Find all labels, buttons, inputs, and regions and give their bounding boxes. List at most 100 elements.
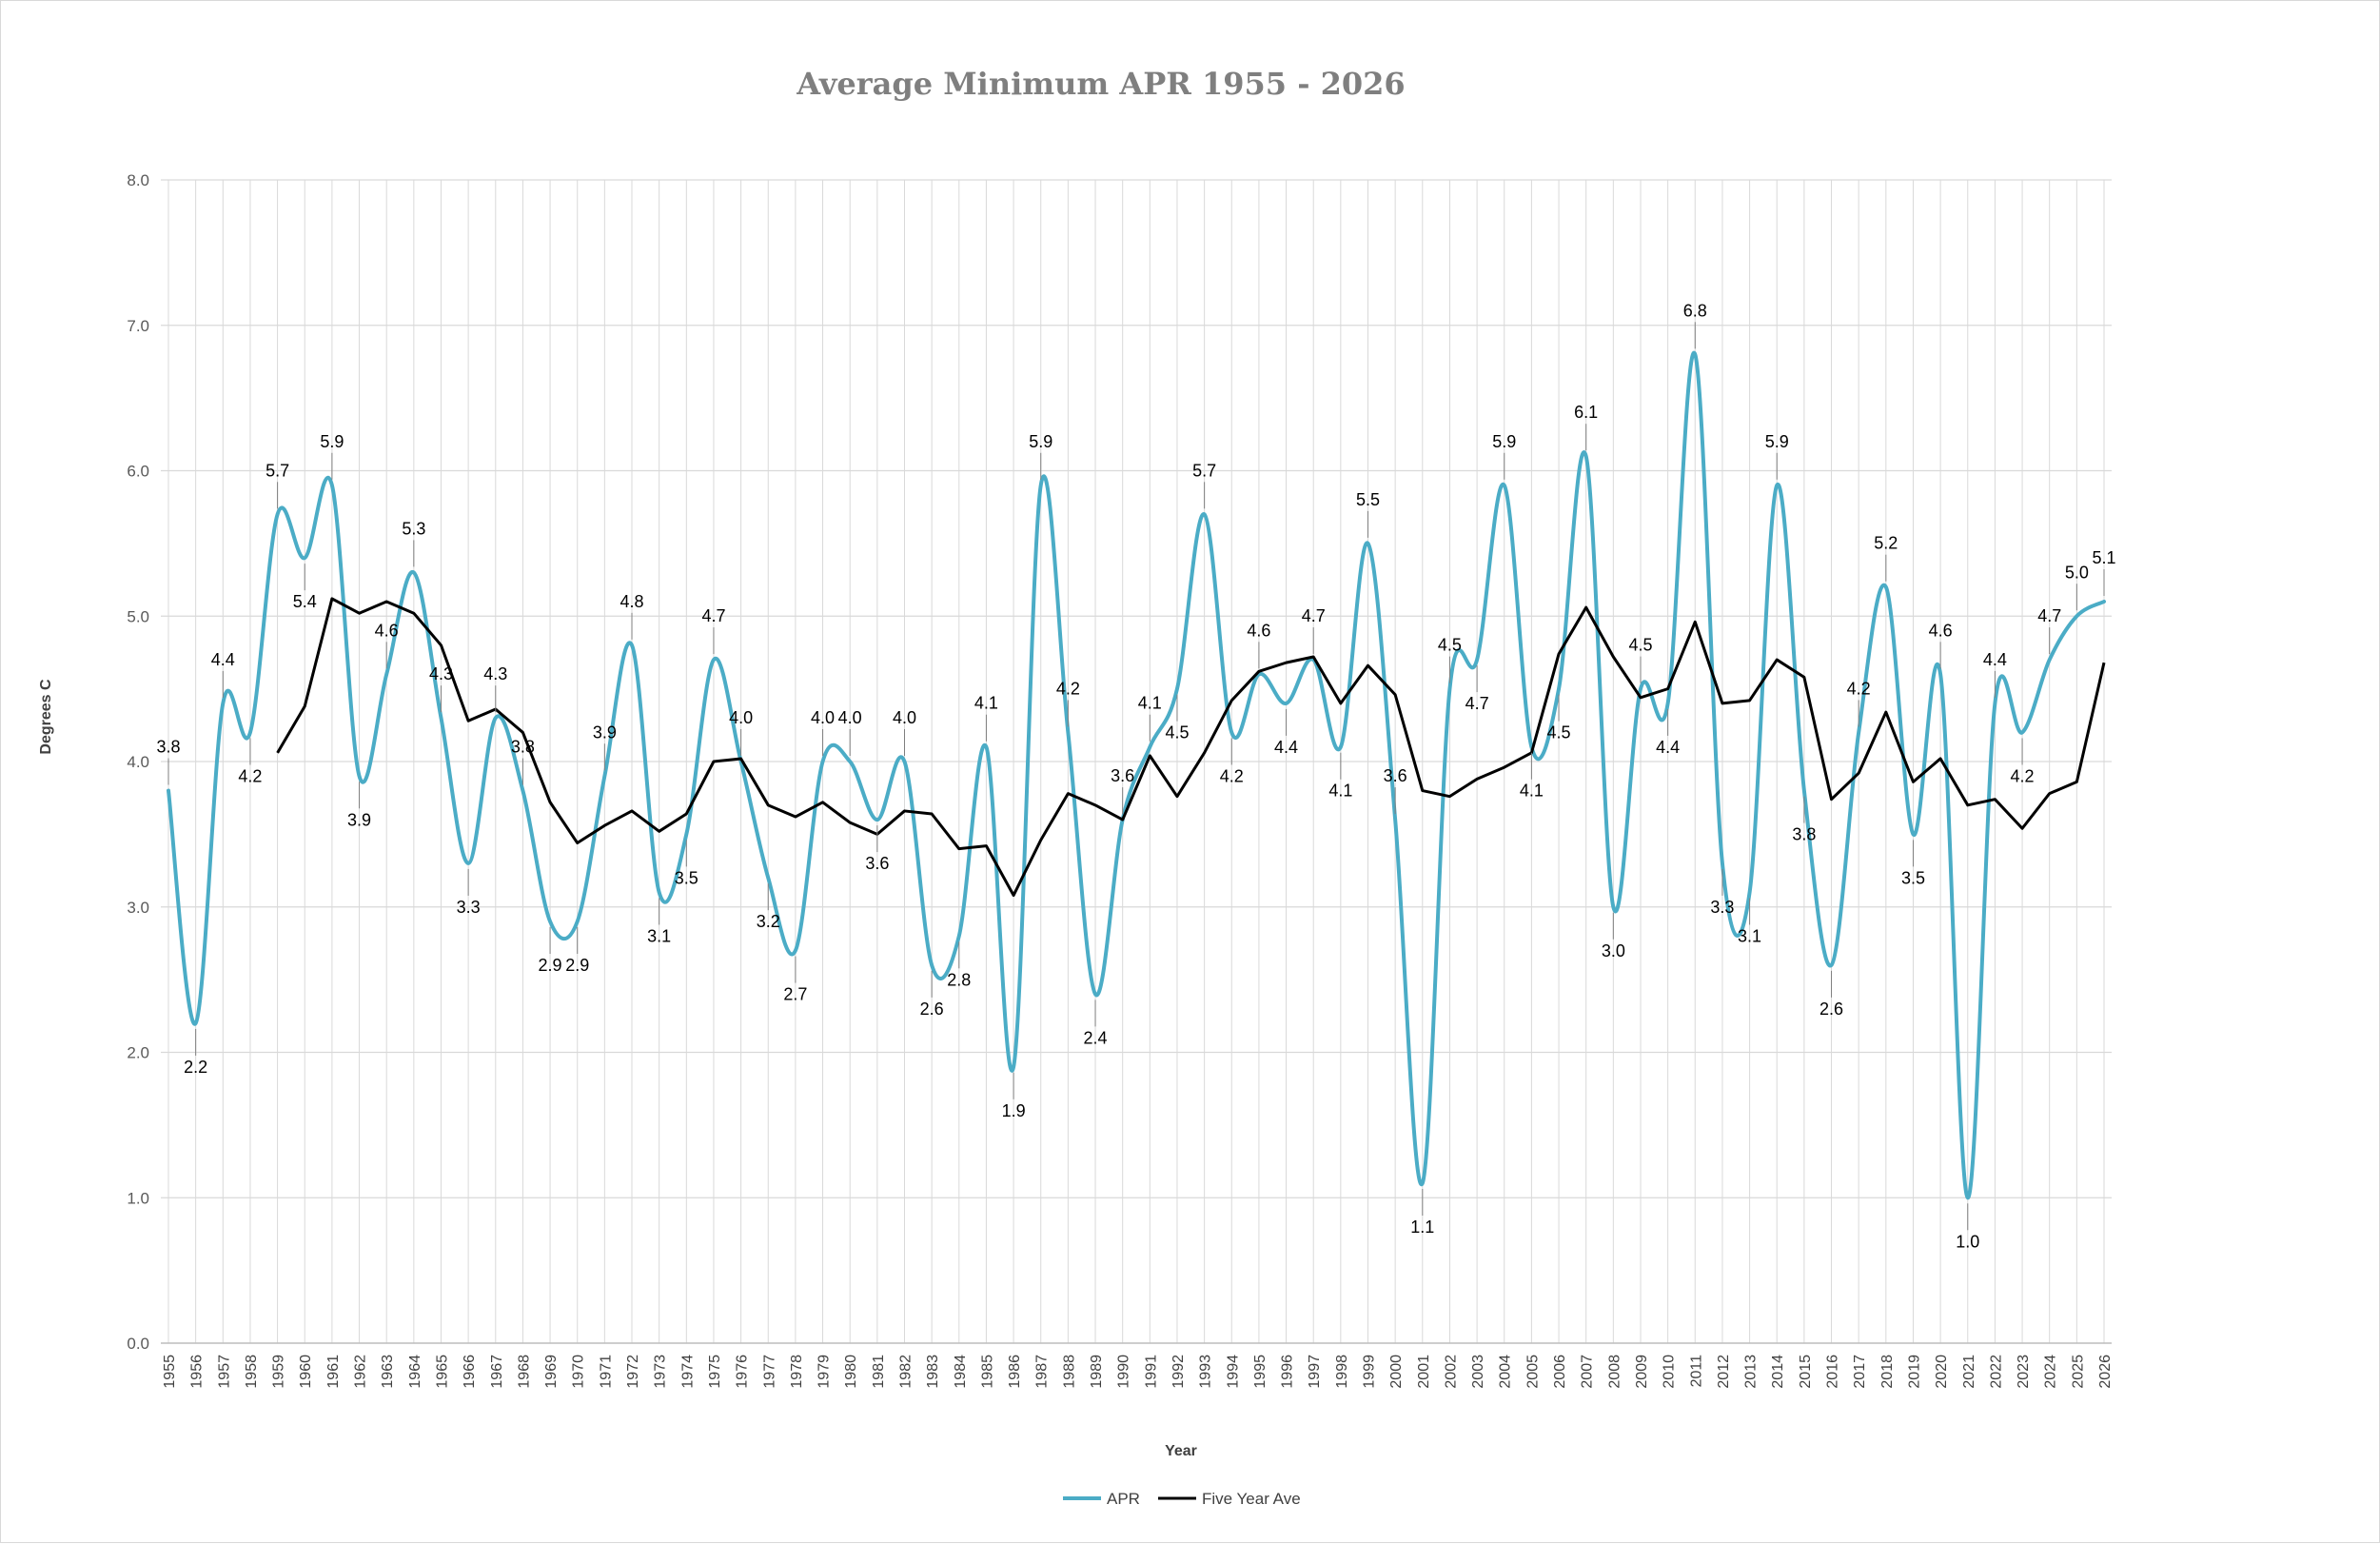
data-label: 4.2 bbox=[1847, 679, 1871, 698]
data-label: 5.3 bbox=[402, 519, 425, 538]
data-label: 4.5 bbox=[1547, 723, 1571, 742]
data-label: 4.5 bbox=[1628, 636, 1652, 655]
data-label: 3.1 bbox=[647, 926, 671, 945]
data-label: 5.2 bbox=[1874, 534, 1898, 553]
data-label: 3.8 bbox=[1792, 825, 1816, 844]
x-tick-label: 1990 bbox=[1116, 1355, 1132, 1389]
x-tick-label: 2016 bbox=[1825, 1355, 1841, 1389]
x-tick-label: 1958 bbox=[244, 1355, 260, 1389]
y-tick-label: 4.0 bbox=[127, 753, 149, 771]
x-tick-label: 2001 bbox=[1416, 1355, 1432, 1389]
x-tick-label: 2022 bbox=[1988, 1355, 2004, 1389]
x-tick-label: 2013 bbox=[1743, 1355, 1760, 1389]
x-tick-label: 1983 bbox=[925, 1355, 941, 1389]
data-label: 2.8 bbox=[947, 970, 971, 989]
x-tick-label: 1968 bbox=[516, 1355, 532, 1389]
data-label: 5.9 bbox=[1029, 432, 1052, 451]
x-tick-label: 1973 bbox=[653, 1355, 669, 1389]
data-label: 1.1 bbox=[1410, 1217, 1434, 1237]
x-tick-label: 1957 bbox=[216, 1355, 232, 1389]
legend-label-apr: APR bbox=[1107, 1490, 1140, 1508]
series-apr-line bbox=[167, 350, 2106, 1200]
data-label: 4.7 bbox=[1465, 694, 1489, 713]
data-label: 5.9 bbox=[1492, 432, 1516, 451]
x-tick-label: 2026 bbox=[2097, 1355, 2114, 1389]
x-tick-label: 1975 bbox=[707, 1355, 723, 1389]
data-label: 4.2 bbox=[1220, 766, 1244, 785]
data-label: 2.2 bbox=[184, 1058, 207, 1077]
data-label: 4.6 bbox=[1929, 621, 1953, 640]
x-tick-label: 1986 bbox=[1007, 1355, 1023, 1389]
x-tick-label: 1993 bbox=[1198, 1355, 1214, 1389]
data-label: 4.0 bbox=[811, 708, 835, 727]
series bbox=[167, 350, 2106, 1200]
data-label: 1.0 bbox=[1956, 1232, 1979, 1251]
x-tick-label: 1960 bbox=[298, 1355, 314, 1389]
data-label: 5.9 bbox=[320, 432, 344, 451]
x-tick-label: 2006 bbox=[1552, 1355, 1568, 1389]
legend-label-five-year-ave: Five Year Ave bbox=[1202, 1490, 1301, 1508]
data-label: 6.8 bbox=[1683, 301, 1707, 320]
data-label: 2.6 bbox=[920, 1000, 944, 1019]
data-label: 4.8 bbox=[620, 592, 643, 611]
x-tick-label: 1982 bbox=[897, 1355, 914, 1389]
x-tick-label: 2019 bbox=[1906, 1355, 1922, 1389]
data-label: 3.0 bbox=[1602, 941, 1625, 960]
data-label: 4.7 bbox=[1302, 606, 1326, 625]
x-tick-label: 2011 bbox=[1688, 1355, 1704, 1388]
x-tick-label: 2014 bbox=[1770, 1355, 1786, 1389]
y-tick-label: 6.0 bbox=[127, 463, 149, 481]
x-tick-label: 1984 bbox=[953, 1355, 969, 1389]
data-label: 2.7 bbox=[783, 985, 807, 1004]
x-tick-label: 2020 bbox=[1934, 1355, 1950, 1389]
x-tick-label: 1992 bbox=[1170, 1355, 1187, 1389]
data-label: 5.7 bbox=[1192, 461, 1216, 480]
y-tick-label: 0.0 bbox=[127, 1335, 149, 1353]
data-label: 3.6 bbox=[865, 854, 889, 873]
x-axis-title: Year bbox=[1165, 1443, 1197, 1459]
legend: APR Five Year Ave bbox=[1063, 1490, 1301, 1508]
x-tick-label: 2005 bbox=[1524, 1355, 1541, 1389]
data-label: 4.0 bbox=[893, 708, 916, 727]
x-tick-label: 1997 bbox=[1307, 1355, 1323, 1389]
x-tick-label: 1966 bbox=[462, 1355, 478, 1389]
data-label: 4.7 bbox=[701, 606, 725, 625]
x-tick-label: 1961 bbox=[325, 1355, 342, 1389]
x-tick-label: 1970 bbox=[571, 1355, 587, 1389]
y-tick-label: 1.0 bbox=[127, 1189, 149, 1207]
data-label: 5.1 bbox=[2092, 548, 2115, 567]
data-label: 1.9 bbox=[1002, 1101, 1026, 1120]
data-label: 4.4 bbox=[211, 650, 235, 669]
data-label: 5.0 bbox=[2065, 563, 2089, 582]
x-tick-label: 1955 bbox=[162, 1355, 178, 1389]
chart-title: Average Minimum APR 1955 - 2026 bbox=[796, 66, 1405, 102]
data-label: 4.5 bbox=[1165, 723, 1189, 742]
data-label: 4.2 bbox=[238, 766, 262, 785]
data-label: 3.9 bbox=[593, 723, 617, 742]
x-tick-label: 1972 bbox=[625, 1355, 641, 1389]
axes: 0.0 1.0 2.0 3.0 4.0 5.0 6.0 7.0 8.0 1955 1956 1957 1… bbox=[127, 171, 2114, 1389]
y-tick-label: 3.0 bbox=[127, 899, 149, 917]
x-tick-label: 1974 bbox=[679, 1355, 696, 1389]
x-tick-label: 1981 bbox=[871, 1355, 887, 1389]
x-tick-label: 1999 bbox=[1362, 1355, 1378, 1389]
x-tick-label: 1969 bbox=[543, 1355, 560, 1389]
x-tick-label: 1979 bbox=[816, 1355, 833, 1389]
y-tick-label: 7.0 bbox=[127, 317, 149, 335]
x-tick-label: 2003 bbox=[1470, 1355, 1486, 1389]
x-tick-label: 1963 bbox=[380, 1355, 396, 1389]
x-tick-label: 1989 bbox=[1089, 1355, 1105, 1389]
x-tick-label: 1987 bbox=[1034, 1355, 1051, 1389]
data-label: 3.3 bbox=[1710, 898, 1734, 917]
x-tick-label: 1962 bbox=[353, 1355, 369, 1389]
data-label: 4.0 bbox=[838, 708, 862, 727]
data-label: 4.3 bbox=[483, 664, 507, 683]
data-label: 4.7 bbox=[2037, 606, 2061, 625]
y-axis-title: Degrees C bbox=[38, 679, 54, 755]
data-labels: 3.8 2.2 4.4 4.2 5.7 5.4 5.9 3.9 4.6 5.3 4.3 3.3 4.3 3… bbox=[156, 301, 2115, 1251]
data-label: 4.1 bbox=[974, 694, 998, 713]
data-label: 5.9 bbox=[1765, 432, 1789, 451]
x-tick-label: 2004 bbox=[1498, 1355, 1514, 1389]
